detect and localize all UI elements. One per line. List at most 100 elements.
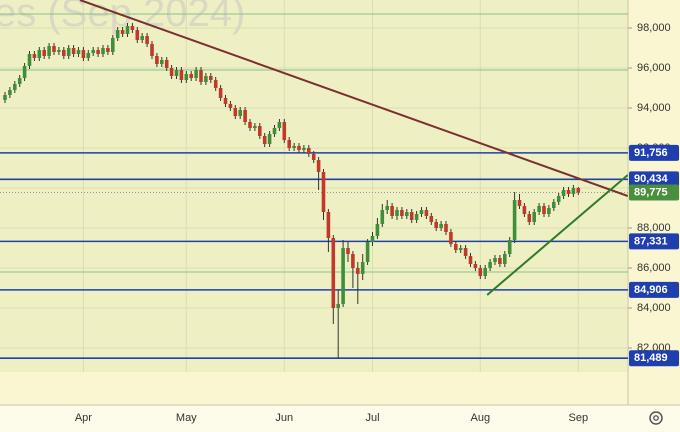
- y-axis-background: [628, 0, 680, 405]
- candle-body: [13, 84, 17, 90]
- x-tick-label: Aug: [471, 412, 491, 424]
- candle-body: [115, 30, 120, 38]
- candle-body: [106, 48, 110, 52]
- current-price-label: 89,775: [634, 186, 668, 198]
- candles: [3, 23, 581, 359]
- y-tick-label: 94,000: [637, 102, 671, 114]
- candle-body: [547, 208, 551, 214]
- trendline: [486, 174, 628, 296]
- candle-body: [424, 210, 429, 216]
- level-badge: [629, 281, 679, 298]
- candle-body: [287, 140, 291, 148]
- trendline: [79, 0, 628, 197]
- candle-body: [164, 60, 169, 68]
- candle-body: [233, 108, 238, 116]
- y-tick-label: 98,000: [637, 22, 671, 34]
- candle-body: [341, 248, 345, 304]
- candle-body: [576, 188, 581, 193]
- candle-body: [258, 126, 262, 136]
- candle-body: [272, 128, 277, 134]
- candle-body: [552, 202, 556, 208]
- candle-body: [498, 258, 502, 264]
- candle-body: [434, 222, 438, 228]
- candle-body: [458, 248, 463, 250]
- candle-body: [277, 122, 282, 128]
- level-badge: [629, 171, 679, 188]
- candle-body: [517, 200, 522, 206]
- candle-body: [204, 76, 208, 82]
- x-tick-label: Jun: [275, 412, 293, 424]
- candle-body: [174, 70, 179, 76]
- candle-body: [454, 244, 458, 250]
- candle-body: [120, 30, 125, 34]
- candle-body: [463, 248, 468, 256]
- gear-hub[interactable]: [653, 415, 659, 421]
- candle-body: [321, 172, 326, 212]
- candle-body: [439, 224, 443, 228]
- level-badge: [629, 233, 679, 250]
- current-price-badge: [629, 184, 679, 201]
- candle-body: [414, 214, 419, 220]
- candle-body: [292, 146, 296, 148]
- candle-body: [8, 90, 12, 95]
- level-badge: [629, 350, 679, 367]
- y-tick-label: 84,000: [637, 302, 671, 314]
- x-tick-label: May: [176, 412, 197, 424]
- candle-body: [429, 216, 434, 222]
- candle-body: [390, 206, 394, 216]
- y-tick-label: 96,000: [637, 62, 671, 74]
- level-label: 91,756: [634, 147, 668, 159]
- level-label: 87,331: [634, 235, 668, 247]
- candle-body: [449, 232, 453, 244]
- candle-body: [532, 212, 536, 222]
- candle-body: [101, 48, 105, 54]
- candle-body: [365, 242, 370, 262]
- candle-body: [96, 50, 100, 54]
- candle-body: [130, 26, 135, 30]
- candle-body: [238, 110, 242, 116]
- level-label: 90,434: [634, 173, 669, 185]
- candle-body: [86, 53, 91, 58]
- candle-body: [316, 160, 321, 172]
- candle-body: [223, 98, 228, 104]
- candle-body: [66, 48, 71, 56]
- candle-body: [360, 262, 365, 274]
- candle-body: [228, 104, 233, 108]
- level-label: 84,906: [634, 284, 668, 296]
- axes: 82,00084,00086,00088,00090,00092,00094,0…: [75, 22, 679, 424]
- candle-body: [199, 70, 203, 82]
- gear[interactable]: [649, 411, 663, 425]
- candle-body: [81, 50, 86, 58]
- candle-body: [493, 258, 497, 262]
- candle-body: [135, 30, 140, 40]
- candle-body: [47, 46, 51, 56]
- candle-body: [512, 200, 517, 240]
- candle-body: [473, 264, 478, 268]
- candle-body: [184, 74, 189, 80]
- x-tick-label: Apr: [75, 412, 92, 424]
- candle-body: [483, 268, 487, 276]
- x-tick-label: Jul: [365, 412, 379, 424]
- x-axis-band: [0, 372, 628, 405]
- candle-body: [218, 88, 223, 98]
- candle-body: [326, 212, 331, 238]
- candle-body: [160, 60, 164, 64]
- candle-body: [409, 212, 414, 220]
- candle-body: [267, 134, 272, 144]
- grid: [0, 0, 628, 372]
- candle-body: [311, 154, 316, 160]
- candle-body: [395, 210, 399, 216]
- candle-body: [150, 44, 154, 56]
- candle-body: [571, 188, 576, 194]
- candle-body: [125, 26, 130, 34]
- candle-body: [71, 48, 76, 54]
- candle-body: [385, 206, 389, 210]
- candle-body: [243, 110, 247, 122]
- candle-body: [297, 146, 301, 150]
- x-tick-label: Sep: [569, 412, 589, 424]
- candle-body: [561, 190, 566, 196]
- candle-body: [331, 238, 336, 308]
- settings-icon[interactable]: [649, 411, 663, 425]
- candle-body: [375, 224, 380, 236]
